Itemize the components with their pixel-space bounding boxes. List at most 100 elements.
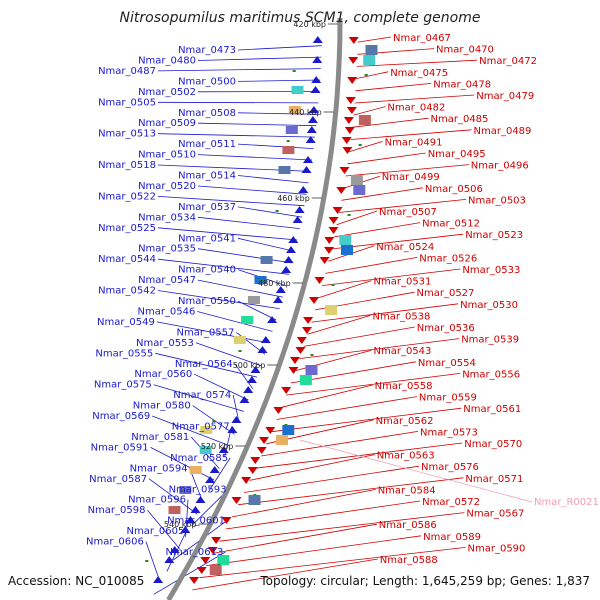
gene-label-rev: Nmar_0527 [417, 288, 475, 299]
feature-block [339, 235, 352, 245]
forward-gene-mark [283, 256, 294, 263]
gene-label-rev: Nmar_0590 [468, 543, 526, 554]
gene-label-rev: Nmar_0485 [431, 114, 489, 125]
leader-line [237, 79, 321, 82]
gene-label-fwd: Nmar_0513 [98, 129, 156, 140]
reverse-gene-mark [319, 257, 330, 264]
feature-block [199, 446, 212, 454]
genome-summary-text: Topology: circular; Length: 1,645,259 bp… [260, 574, 590, 588]
gene-label-rev: Nmar_0496 [471, 161, 529, 172]
scale-tick-label: 420 kbp [293, 20, 326, 29]
leader-line [331, 233, 464, 250]
forward-gene-mark [218, 446, 229, 453]
gene-label-rev: Nmar_0567 [466, 509, 524, 520]
gene-label-fwd: Nmar_0544 [98, 254, 156, 265]
leader-line [244, 465, 420, 493]
gene-label-rev: Nmar_0512 [422, 219, 480, 230]
forward-gene-mark [281, 266, 292, 273]
feature-block [341, 245, 353, 255]
gene-label-fwd: Nmar_0549 [97, 317, 155, 328]
forward-gene-mark [310, 86, 321, 93]
feature-block [282, 425, 295, 435]
reverse-gene-mark [303, 317, 314, 324]
gene-label-fwd: Nmar_0593 [169, 484, 227, 495]
gene-label-fwd: Nmar_0537 [178, 202, 236, 213]
leader-line [341, 187, 423, 201]
marker-dot [347, 214, 351, 216]
reverse-gene-mark [241, 477, 252, 484]
leader-line [212, 523, 377, 554]
forward-gene-mark [164, 556, 175, 563]
reverse-gene-mark [273, 407, 284, 414]
gene-label-rev: Nmar_0524 [376, 242, 434, 253]
leader-line [157, 68, 321, 72]
leader-line [152, 415, 230, 447]
forward-gene-mark [231, 416, 242, 423]
leader-line [238, 477, 464, 506]
leader-line [237, 143, 314, 149]
leader-line [148, 478, 198, 515]
gene-label-fwd: Nmar_0591 [91, 442, 149, 453]
gene-label-rev: Nmar_0556 [462, 369, 520, 380]
feature-block [278, 166, 291, 174]
gene-label-fwd: Nmar_0550 [178, 296, 236, 307]
feature-block [200, 426, 213, 434]
feature-block [217, 555, 230, 565]
gene-label-fwd: Nmar_0547 [138, 275, 196, 286]
gene-label-fwd: Nmar_0535 [138, 244, 196, 255]
reverse-gene-mark [328, 227, 339, 234]
reverse-gene-mark [324, 237, 335, 244]
forward-gene-mark [257, 346, 268, 353]
leader-line [145, 541, 161, 584]
gene-label-fwd: Nmar_0534 [138, 212, 196, 223]
reverse-gene-mark [281, 387, 292, 394]
forward-gene-mark [153, 576, 164, 583]
leader-line [197, 56, 322, 61]
feature-block [291, 86, 304, 94]
gene-label-fwd: Nmar_0542 [98, 286, 156, 297]
gene-label-fwd: Nmar_0505 [98, 97, 156, 108]
reverse-gene-mark [332, 207, 343, 214]
scale-tick-label: 500 kbp [233, 361, 266, 370]
leader-line [197, 122, 317, 127]
gene-label-rev: Nmar_0573 [420, 427, 478, 438]
gene-label-rev: Nmar_0588 [380, 555, 438, 566]
marker-dot [286, 140, 290, 142]
gene-label-rev: Nmar_0531 [374, 277, 432, 288]
feature-block [305, 365, 318, 375]
gene-label-fwd: Nmar_0598 [88, 505, 146, 516]
reverse-gene-mark [290, 357, 300, 364]
marker-dot [145, 560, 149, 562]
leader-line [271, 407, 462, 433]
gene-label-fwd: Nmar_0606 [86, 537, 144, 548]
leader-line [299, 439, 533, 503]
leader-line [336, 210, 378, 226]
forward-gene-mark [180, 526, 191, 533]
leader-line [219, 512, 465, 542]
leader-line [357, 36, 392, 43]
marker-dot [364, 74, 368, 76]
gene-label-fwd: Nmar_0487 [98, 66, 156, 77]
gene-label-fwd: Nmar_0580 [133, 401, 191, 412]
feature-block [233, 336, 246, 344]
gene-label-rev: Nmar_0467 [393, 33, 451, 44]
gene-label-fwd: Nmar_0546 [137, 307, 195, 318]
forward-gene-mark [298, 186, 309, 193]
feature-block [276, 435, 288, 445]
gene-label-fwd: Nmar_0585 [170, 453, 228, 464]
gene-label-rev: Nmar_0539 [461, 335, 519, 346]
leader-line [311, 303, 459, 323]
leader-line [157, 196, 305, 207]
leader-line [199, 547, 466, 579]
gene-label-rev: Nmar_0571 [465, 474, 523, 485]
gene-label-fwd: Nmar_0575 [94, 380, 152, 391]
leader-line [194, 373, 249, 401]
gene-label-rev: Nmar_0570 [464, 439, 522, 450]
reverse-gene-mark [314, 277, 325, 284]
leader-line [356, 59, 478, 67]
leader-line [339, 199, 467, 213]
leader-line [249, 454, 375, 481]
gene-label-rev: Nmar_0499 [382, 172, 440, 183]
gene-label-rev: Nmar_0558 [375, 381, 433, 392]
gene-label-rev: Nmar_0586 [379, 520, 437, 531]
